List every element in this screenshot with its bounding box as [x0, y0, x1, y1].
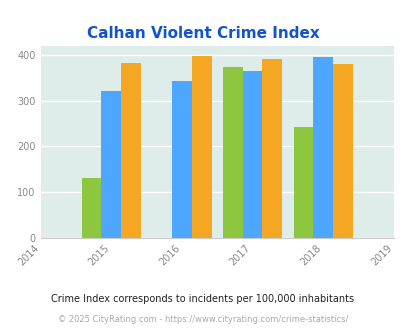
Bar [121, 63, 141, 238]
Bar [262, 59, 281, 238]
Text: © 2025 CityRating.com - https://www.cityrating.com/crime-statistics/: © 2025 CityRating.com - https://www.city… [58, 315, 347, 324]
Bar [332, 64, 352, 238]
Bar [222, 67, 242, 238]
Bar [293, 127, 313, 238]
Text: Calhan Violent Crime Index: Calhan Violent Crime Index [86, 25, 319, 41]
Bar [172, 81, 191, 238]
Bar [242, 71, 262, 238]
Bar [313, 57, 332, 238]
Bar [191, 56, 211, 238]
Text: Crime Index corresponds to incidents per 100,000 inhabitants: Crime Index corresponds to incidents per… [51, 294, 354, 304]
Bar [81, 178, 101, 238]
Bar [101, 91, 121, 238]
